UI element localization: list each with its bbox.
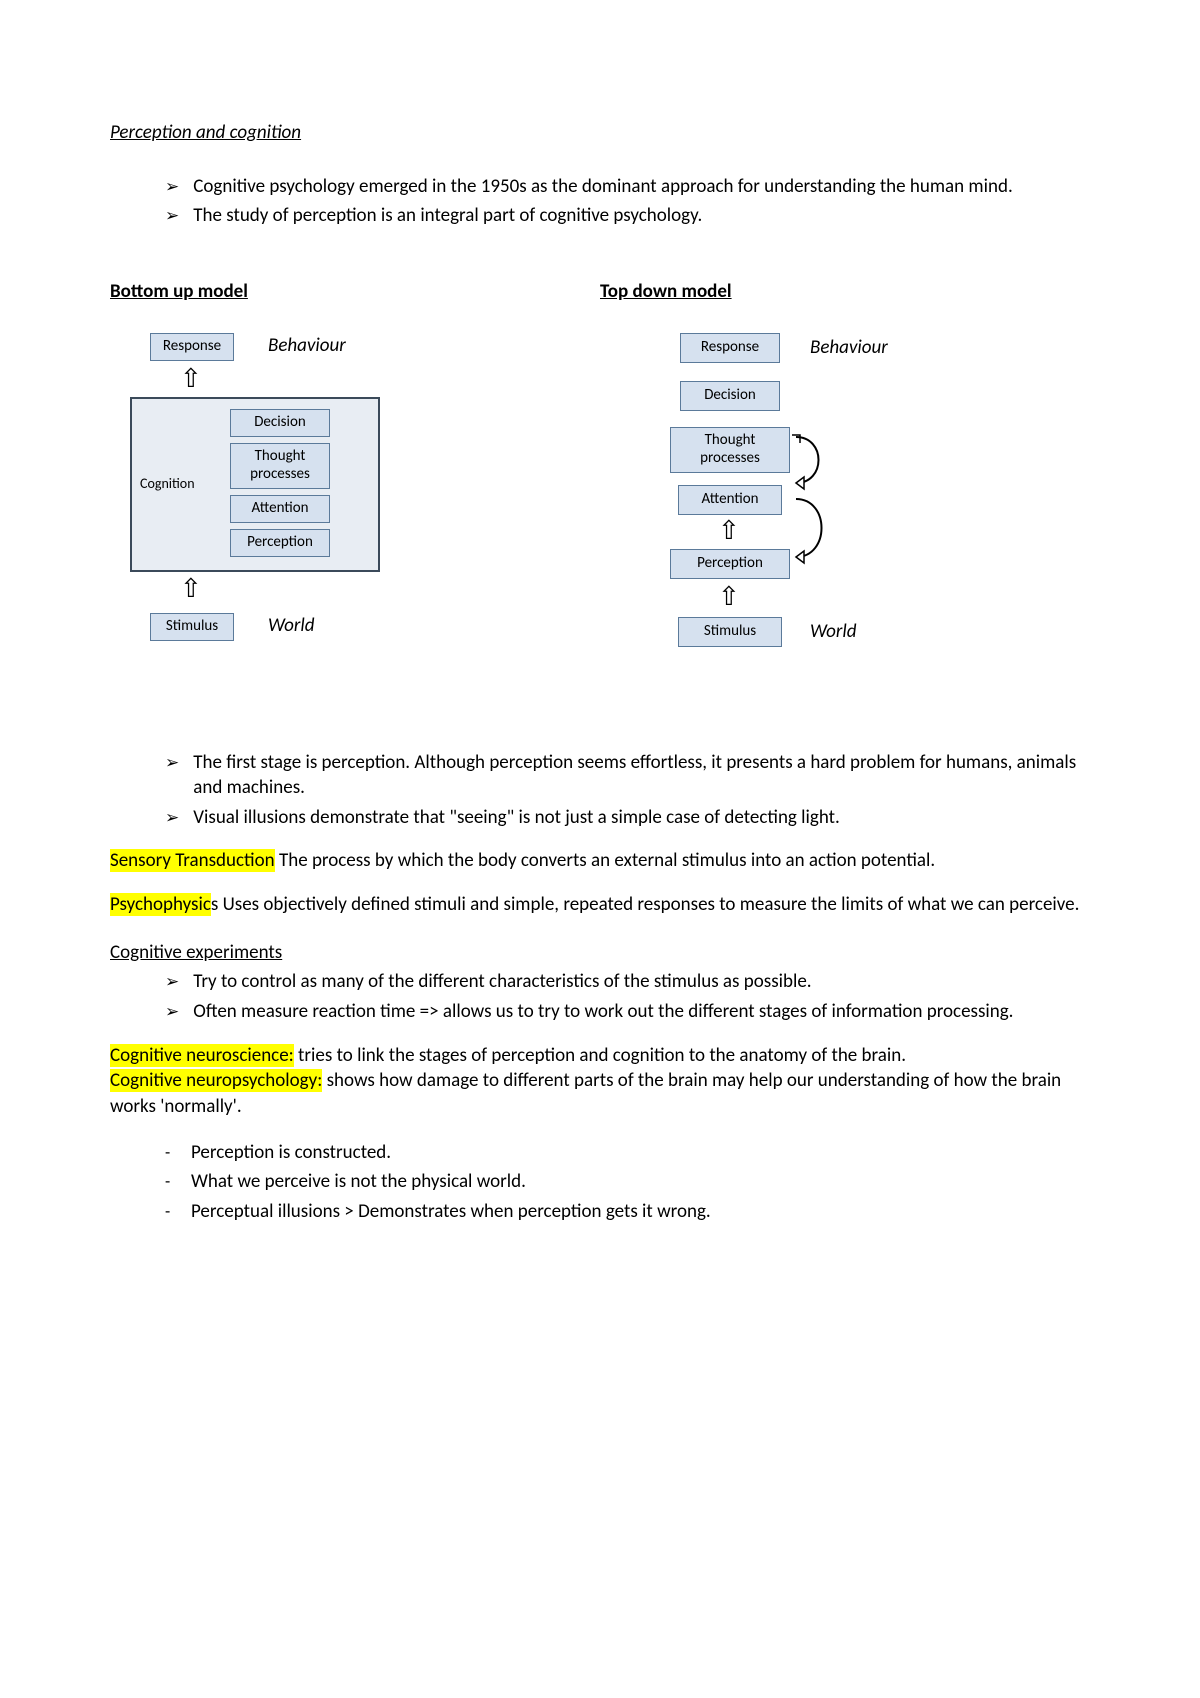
def-text: The process by which the body converts a… <box>275 849 936 872</box>
node-stimulus: Stimulus <box>678 617 782 647</box>
cog-exp-bullet-list: ➢ Try to control as many of the differen… <box>165 969 1090 1024</box>
list-item: ➢ Often measure reaction time => allows … <box>165 999 1090 1025</box>
bullet-arrow-icon: ➢ <box>165 205 179 228</box>
bullet-text: Perception is constructed. <box>191 1140 1090 1166</box>
bullet-text: Perceptual illusions > Demonstrates when… <box>191 1199 1090 1225</box>
bullet-dash-icon: - <box>165 1142 173 1165</box>
list-item: ➢ The study of perception is an integral… <box>165 203 1090 229</box>
node-attention: Attention <box>230 495 330 523</box>
list-item: ➢ Cognitive psychology emerged in the 19… <box>165 174 1090 200</box>
arrow-up-icon: ⇧ <box>718 517 740 543</box>
sensory-transduction-def: Sensory Transduction The process by whic… <box>110 848 1090 874</box>
cognitive-neuropsychology-def: Cognitive neuropsychology: shows how dam… <box>110 1068 1090 1119</box>
bullet-text: Try to control as many of the different … <box>193 969 1090 995</box>
mid-bullet-list: ➢ The first stage is perception. Althoug… <box>165 750 1090 831</box>
label-cognition: Cognition <box>140 476 195 492</box>
list-item: ➢ Visual illusions demonstrate that "see… <box>165 805 1090 831</box>
bullet-arrow-icon: ➢ <box>165 752 179 775</box>
list-item: - What we perceive is not the physical w… <box>165 1169 1090 1195</box>
node-attention: Attention <box>678 485 782 515</box>
arrow-up-icon: ⇧ <box>180 365 202 391</box>
top-down-column: Top down model Response Behaviour Decisi… <box>600 279 1090 695</box>
models-row: Bottom up model Response Behaviour ⇧ Cog… <box>110 279 1090 695</box>
list-item: - Perceptual illusions > Demonstrates wh… <box>165 1199 1090 1225</box>
label-behaviour: Behaviour <box>810 335 888 361</box>
label-world: World <box>810 619 857 645</box>
def-text: Uses objectively defined stimuli and sim… <box>218 893 1079 916</box>
node-stimulus: Stimulus <box>150 613 234 641</box>
top-down-diagram: Response Behaviour Decision Thought proc… <box>600 325 1090 695</box>
node-decision: Decision <box>230 409 330 437</box>
bullet-dash-icon: - <box>165 1201 173 1224</box>
bullet-text: Cognitive psychology emerged in the 1950… <box>193 174 1090 200</box>
bullet-text: Visual illusions demonstrate that "seein… <box>193 805 1090 831</box>
def-text: tries to link the stages of perception a… <box>294 1044 906 1067</box>
bottom-up-column: Bottom up model Response Behaviour ⇧ Cog… <box>110 279 600 695</box>
bottom-up-heading: Bottom up model <box>110 279 600 305</box>
arrow-up-icon: ⇧ <box>180 575 202 601</box>
highlight-sensory: Sensory Transduction <box>110 849 275 872</box>
bullet-arrow-icon: ➢ <box>165 1001 179 1024</box>
list-item: ➢ Try to control as many of the differen… <box>165 969 1090 995</box>
bullet-text: Often measure reaction time => allows us… <box>193 999 1090 1025</box>
feedback-arrow-icon <box>792 433 842 493</box>
label-world: World <box>268 613 315 639</box>
cognitive-experiments-heading: Cognitive experiments <box>110 940 1090 966</box>
bullet-text: What we perceive is not the physical wor… <box>191 1169 1090 1195</box>
psychophysics-def: Psychophysics Uses objectively defined s… <box>110 892 1090 918</box>
node-response: Response <box>680 333 780 363</box>
highlight-psychophysics: Psychophysic <box>110 893 211 916</box>
node-decision: Decision <box>680 381 780 411</box>
list-item: ➢ The first stage is perception. Althoug… <box>165 750 1090 801</box>
node-thought: Thought processes <box>230 443 330 489</box>
highlight-cog-neuropsych: Cognitive neuropsychology: <box>110 1069 322 1092</box>
bullet-arrow-icon: ➢ <box>165 807 179 830</box>
bullet-text: The study of perception is an integral p… <box>193 203 1090 229</box>
highlight-cog-neuroscience: Cognitive neuroscience: <box>110 1044 294 1067</box>
final-bullet-list: - Perception is constructed. - What we p… <box>165 1140 1090 1225</box>
bullet-arrow-icon: ➢ <box>165 971 179 994</box>
bottom-up-diagram: Response Behaviour ⇧ Cognition Decision … <box>110 325 600 675</box>
node-response: Response <box>150 333 234 361</box>
node-perception: Perception <box>230 529 330 557</box>
label-behaviour: Behaviour <box>268 333 346 359</box>
list-item: - Perception is constructed. <box>165 1140 1090 1166</box>
bullet-dash-icon: - <box>165 1171 173 1194</box>
arrow-up-icon: ⇧ <box>718 583 740 609</box>
top-down-heading: Top down model <box>600 279 1090 305</box>
feedback-arrow-icon <box>792 495 842 567</box>
bullet-arrow-icon: ➢ <box>165 176 179 199</box>
bullet-text: The first stage is perception. Although … <box>193 750 1090 801</box>
node-perception: Perception <box>670 549 790 579</box>
node-thought: Thought processes <box>670 427 790 473</box>
intro-bullet-list: ➢ Cognitive psychology emerged in the 19… <box>165 174 1090 229</box>
page-title: Perception and cognition <box>110 120 1090 146</box>
cognitive-neuroscience-def: Cognitive neuroscience: tries to link th… <box>110 1043 1090 1069</box>
